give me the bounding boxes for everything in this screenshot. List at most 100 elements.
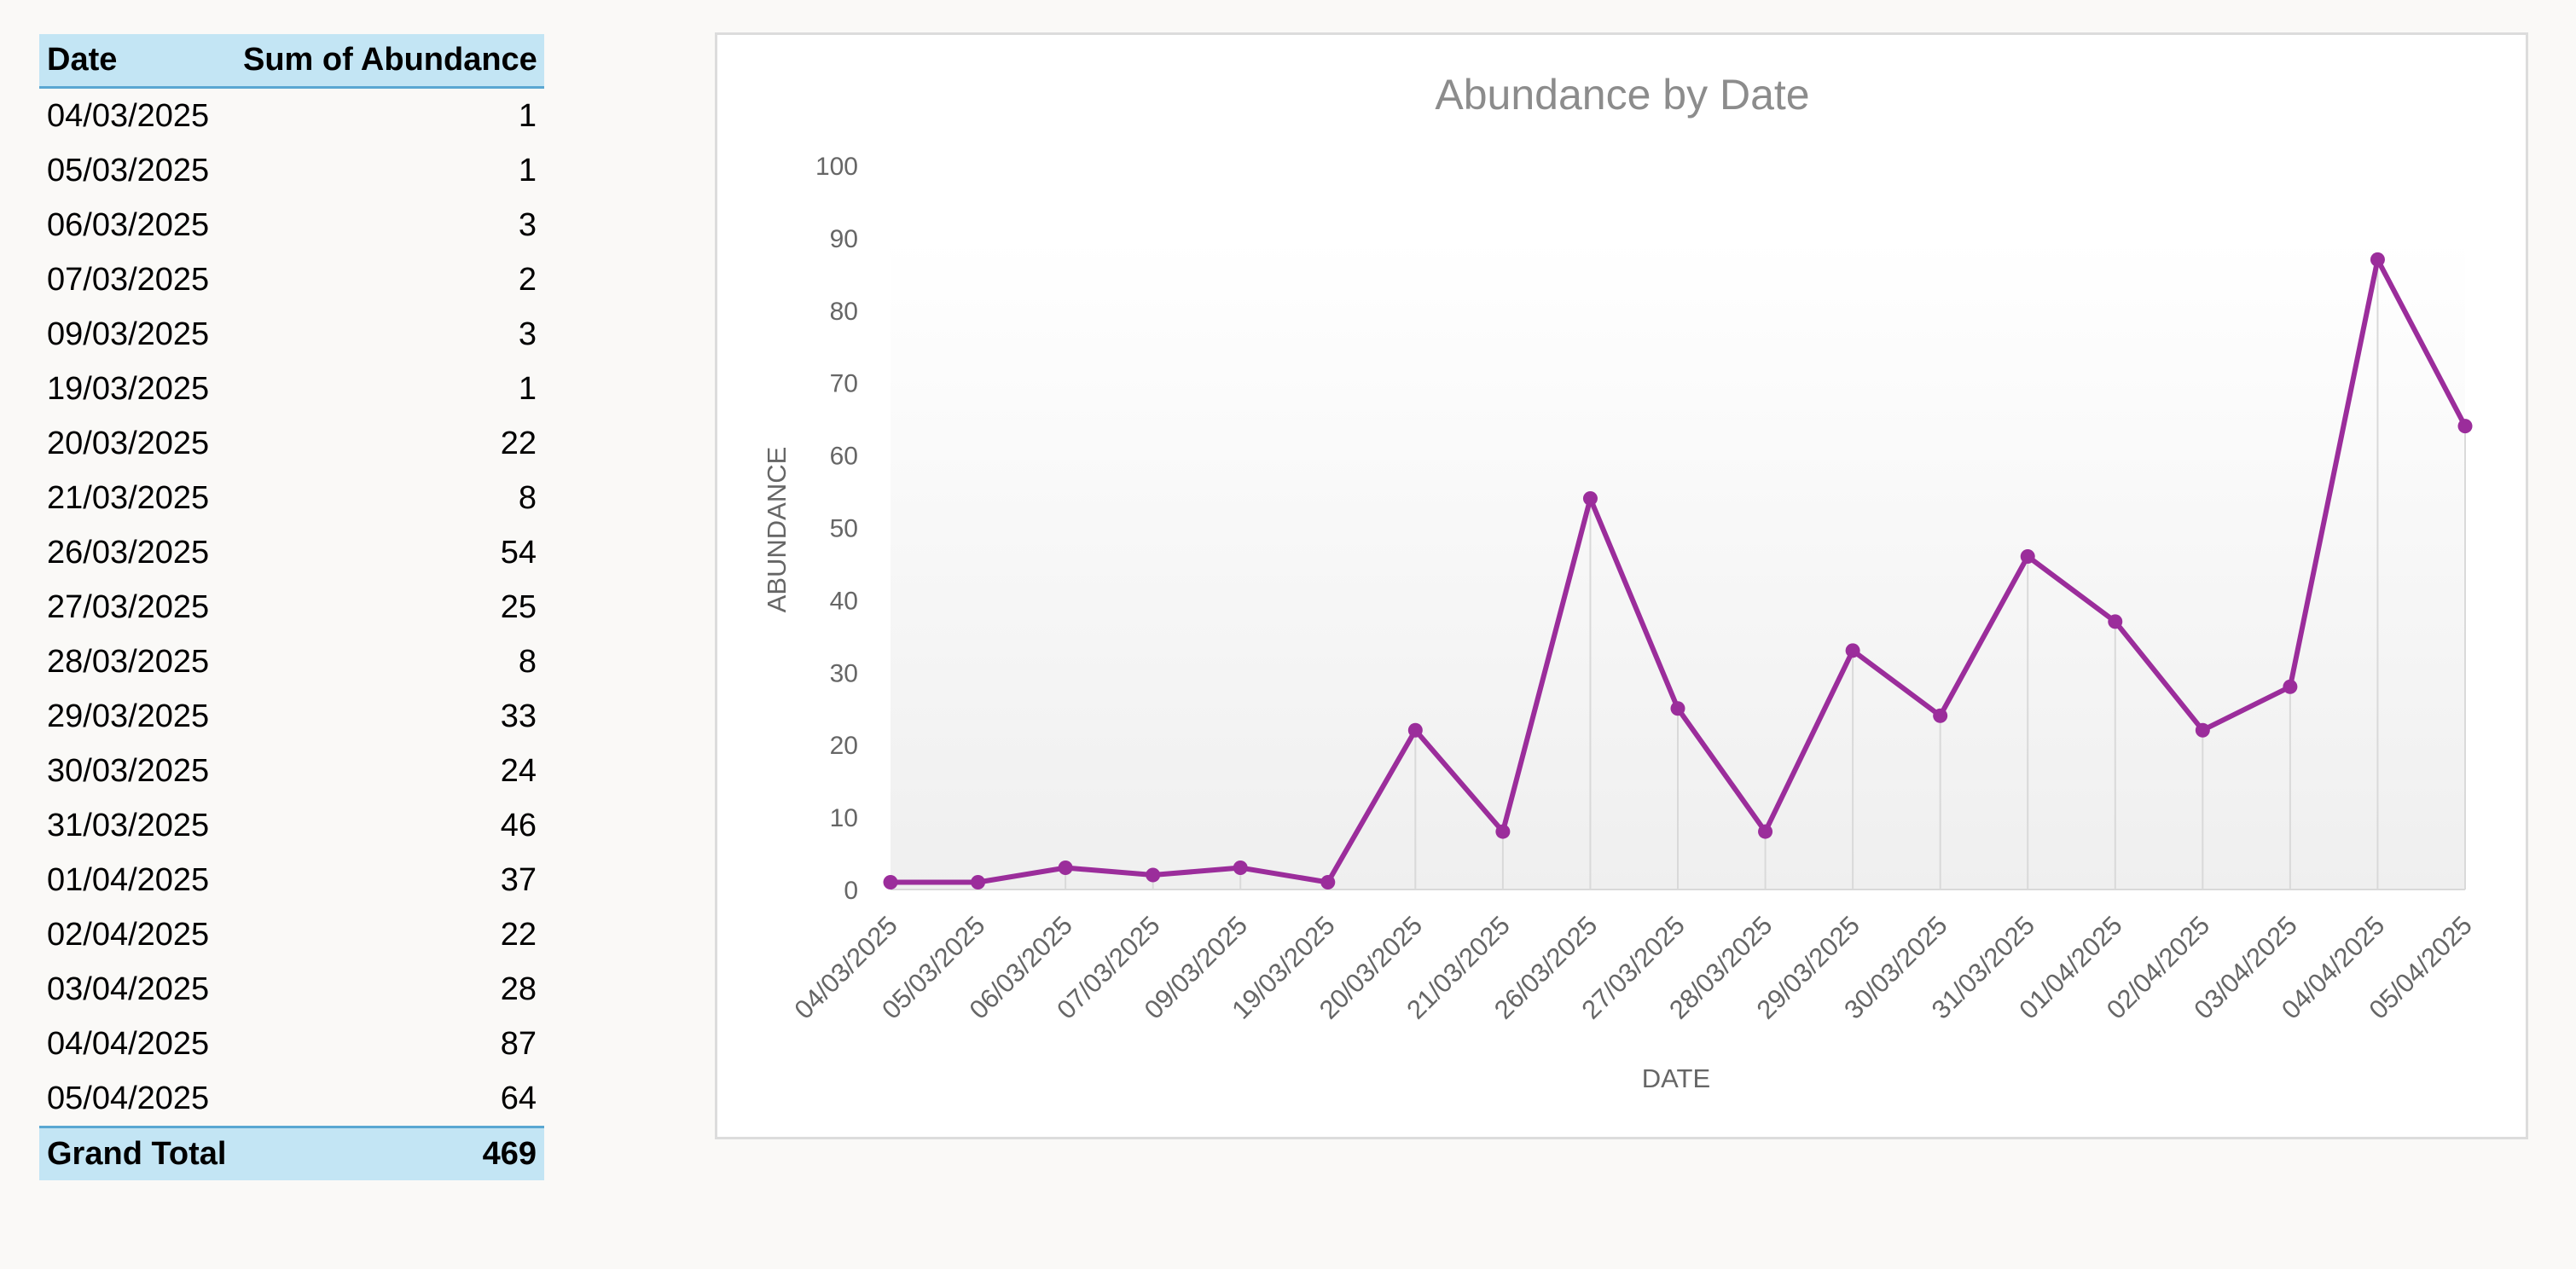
table-row: 07/03/2025 2	[39, 252, 544, 307]
data-point[interactable]	[2283, 679, 2298, 694]
abundance-cell[interactable]: 3	[518, 316, 537, 352]
grand-total-value[interactable]: 469	[235, 1126, 544, 1180]
abundance-cell[interactable]: 22	[500, 916, 537, 953]
table-row: 27/03/2025 25	[39, 580, 544, 634]
y-tick-label: 80	[830, 298, 858, 326]
table-row: 20/03/2025 22	[39, 416, 544, 471]
table-row: 01/04/2025 37	[39, 853, 544, 907]
date-cell[interactable]: 05/04/2025	[47, 1080, 210, 1116]
header-date[interactable]: Date	[39, 34, 235, 89]
data-point[interactable]	[883, 875, 898, 890]
data-point[interactable]	[1233, 860, 1248, 876]
grand-total-label[interactable]: Grand Total	[39, 1126, 235, 1180]
y-tick-label: 10	[830, 804, 858, 832]
table-row: 26/03/2025 54	[39, 525, 544, 580]
table-row: 28/03/2025 8	[39, 634, 544, 689]
abundance-cell[interactable]: 54	[500, 534, 537, 571]
table-row: 31/03/2025 46	[39, 798, 544, 853]
data-point[interactable]	[971, 875, 986, 890]
date-cell[interactable]: 04/03/2025	[47, 97, 210, 134]
abundance-cell[interactable]: 1	[518, 152, 537, 188]
date-cell[interactable]: 26/03/2025	[47, 534, 210, 571]
date-cell[interactable]: 05/03/2025	[47, 152, 210, 188]
data-point[interactable]	[2020, 548, 2035, 564]
table-row: 05/03/2025 1	[39, 143, 544, 198]
x-axis-title[interactable]: DATE	[1642, 1063, 1710, 1093]
abundance-cell[interactable]: 87	[500, 1025, 537, 1062]
data-point[interactable]	[2370, 252, 2385, 267]
date-cell[interactable]: 06/03/2025	[47, 206, 210, 243]
y-tick-label: 40	[830, 587, 858, 615]
date-cell[interactable]: 19/03/2025	[47, 370, 210, 407]
date-cell[interactable]: 31/03/2025	[47, 807, 210, 843]
table-row: 06/03/2025 3	[39, 198, 544, 252]
date-cell[interactable]: 20/03/2025	[47, 425, 210, 461]
table-row: 03/04/2025 28	[39, 962, 544, 1017]
data-point[interactable]	[1495, 824, 1511, 839]
plot-area[interactable]: 010203040506070809010004/03/202505/03/20…	[788, 153, 2477, 1025]
y-axis-title[interactable]: ABUNDANCE	[762, 447, 792, 613]
abundance-cell[interactable]: 8	[518, 643, 537, 680]
chart-title[interactable]: Abundance by Date	[1435, 71, 1809, 119]
table-row: 05/04/2025 64	[39, 1071, 544, 1127]
data-point[interactable]	[1933, 708, 1948, 723]
data-point[interactable]	[1407, 722, 1423, 738]
pivot-table: Date Sum of Abundance 04/03/2025 1 05/03/2…	[39, 34, 544, 1180]
abundance-cell[interactable]: 22	[500, 425, 537, 461]
data-point[interactable]	[2457, 419, 2473, 434]
y-tick-label: 50	[830, 515, 858, 543]
abundance-cell[interactable]: 3	[518, 206, 537, 243]
y-tick-label: 90	[830, 225, 858, 253]
date-cell[interactable]: 01/04/2025	[47, 861, 210, 898]
date-cell[interactable]: 03/04/2025	[47, 971, 210, 1007]
data-point[interactable]	[2108, 614, 2123, 629]
abundance-cell[interactable]: 8	[518, 479, 537, 516]
data-point[interactable]	[1670, 701, 1685, 716]
date-cell[interactable]: 29/03/2025	[47, 698, 210, 734]
table-row: 21/03/2025 8	[39, 471, 544, 525]
data-point[interactable]	[1058, 860, 1073, 876]
abundance-cell[interactable]: 25	[500, 588, 537, 625]
y-tick-label: 30	[830, 659, 858, 687]
grand-total-row: Grand Total 469	[39, 1126, 544, 1180]
abundance-cell[interactable]: 37	[500, 861, 537, 898]
data-point[interactable]	[1758, 824, 1773, 839]
abundance-cell[interactable]: 64	[500, 1080, 537, 1116]
date-cell[interactable]: 07/03/2025	[47, 261, 210, 298]
date-cell[interactable]: 21/03/2025	[47, 479, 210, 516]
abundance-cell[interactable]: 24	[500, 752, 537, 789]
date-cell[interactable]: 27/03/2025	[47, 588, 210, 625]
table-row: 04/03/2025 1	[39, 88, 544, 144]
y-tick-label: 60	[830, 443, 858, 471]
table-row: 09/03/2025 3	[39, 307, 544, 362]
date-cell[interactable]: 09/03/2025	[47, 316, 210, 352]
date-cell[interactable]: 28/03/2025	[47, 643, 210, 680]
table-row: 30/03/2025 24	[39, 744, 544, 798]
header-sum-of-abundance[interactable]: Sum of Abundance	[235, 34, 544, 89]
date-cell[interactable]: 02/04/2025	[47, 916, 210, 953]
abundance-cell[interactable]: 1	[518, 97, 537, 134]
date-cell[interactable]: 04/04/2025	[47, 1025, 210, 1062]
pivot-header-row: Date Sum of Abundance	[39, 34, 544, 89]
data-point[interactable]	[1845, 643, 1860, 658]
data-point[interactable]	[1146, 867, 1161, 883]
date-cell[interactable]: 30/03/2025	[47, 752, 210, 789]
table-row: 29/03/2025 33	[39, 689, 544, 744]
table-row: 04/04/2025 87	[39, 1017, 544, 1071]
y-tick-label: 70	[830, 370, 858, 398]
abundance-cell[interactable]: 46	[500, 807, 537, 843]
y-tick-label: 20	[830, 732, 858, 760]
abundance-cell[interactable]: 1	[518, 370, 537, 407]
table-row: 02/04/2025 22	[39, 907, 544, 962]
y-tick-label: 100	[815, 153, 858, 181]
data-point[interactable]	[1320, 875, 1336, 890]
chart-area[interactable]: Abundance by Date 0 10 20 30 40 50 60 70 80 90 100…	[715, 32, 2528, 1139]
line-chart: Abundance by Date 0 10 20 30 40 50 60 70 80 90 100…	[762, 71, 2478, 1093]
y-tick-label: 0	[844, 877, 858, 905]
abundance-cell[interactable]: 2	[518, 261, 537, 298]
table-row: 19/03/2025 1	[39, 362, 544, 416]
data-point[interactable]	[1582, 491, 1598, 507]
abundance-cell[interactable]: 28	[500, 971, 537, 1007]
data-point[interactable]	[2195, 722, 2210, 738]
abundance-cell[interactable]: 33	[500, 698, 537, 734]
